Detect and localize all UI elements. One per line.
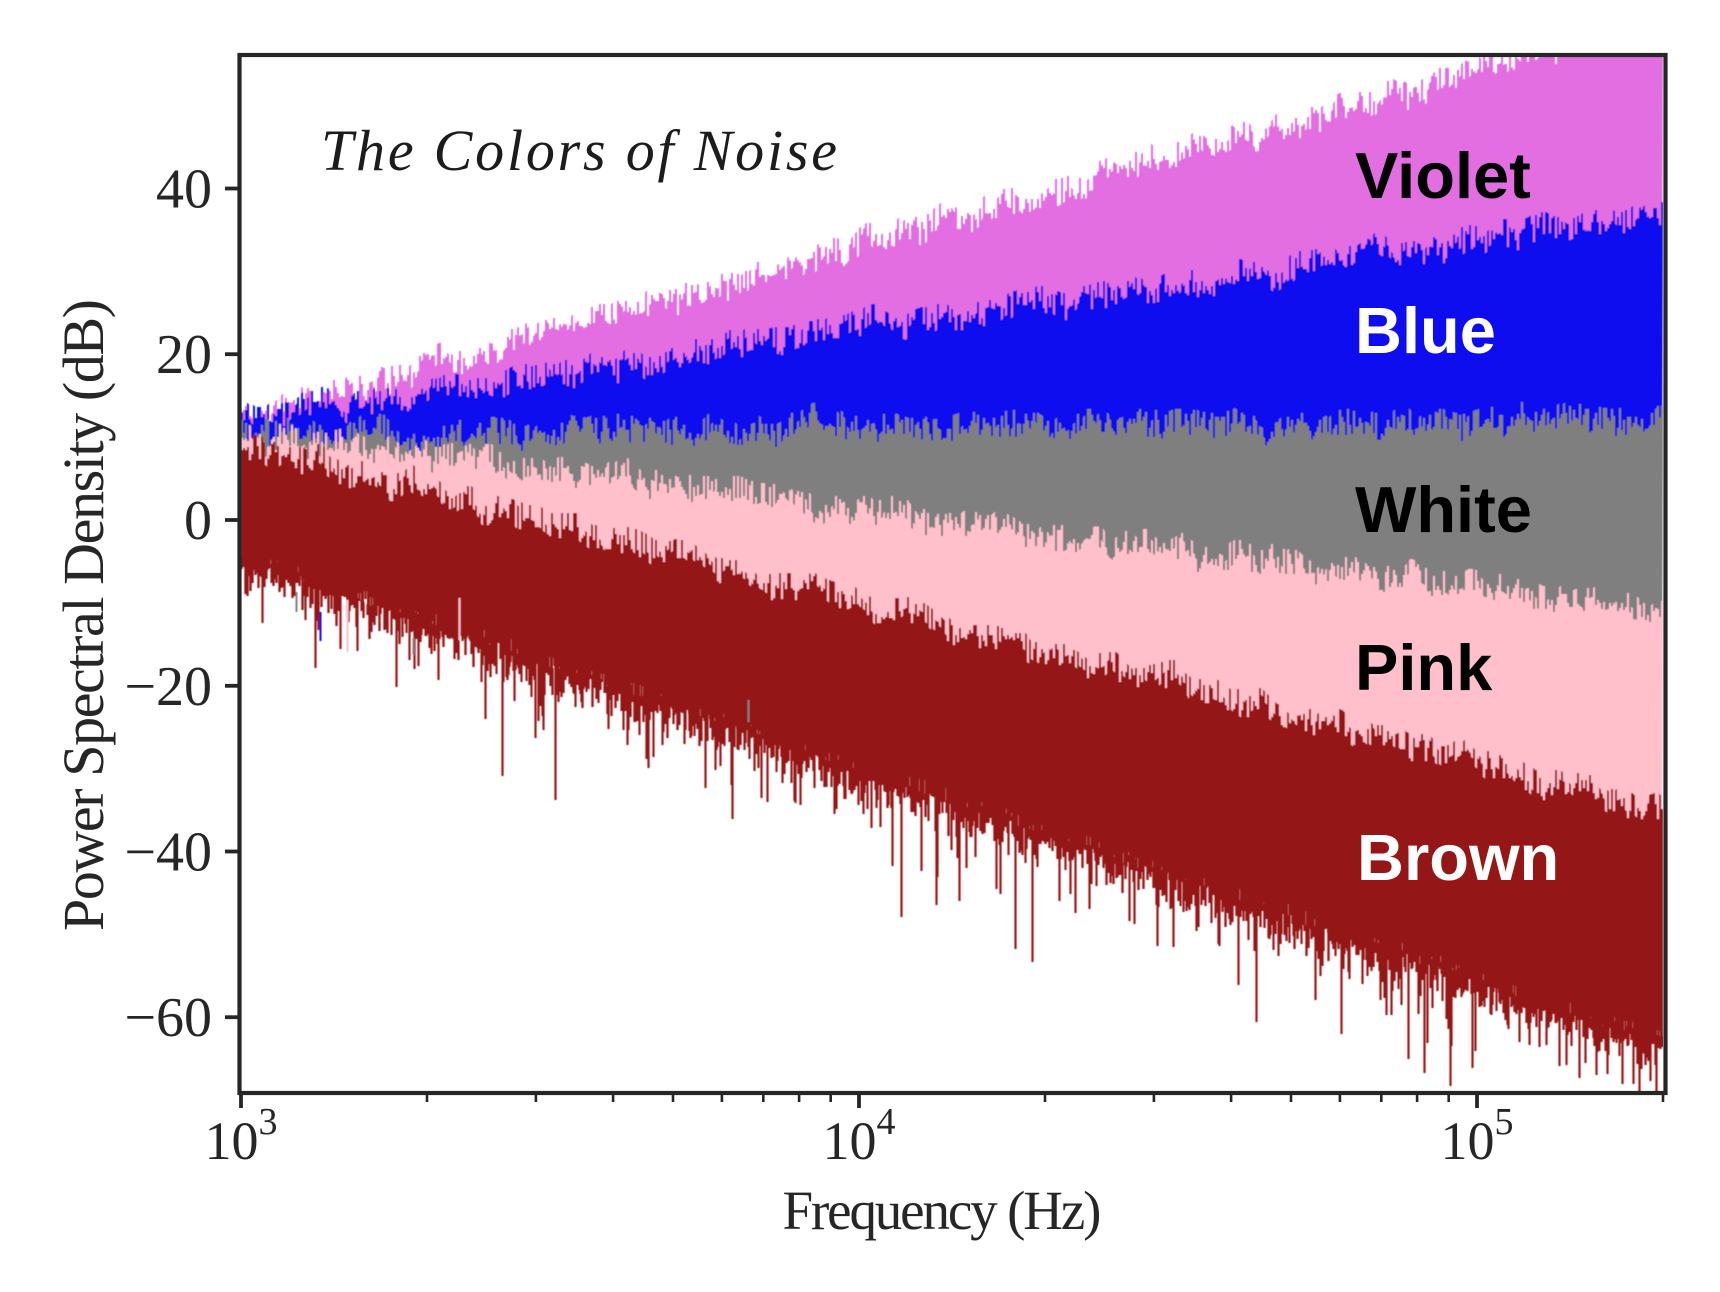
svg-text:0: 0 bbox=[184, 490, 212, 552]
svg-text:Power Spectral Density (dB): Power Spectral Density (dB) bbox=[51, 299, 116, 931]
svg-text:Pink: Pink bbox=[1355, 631, 1493, 704]
svg-text:Violet: Violet bbox=[1355, 139, 1531, 212]
svg-text:−60: −60 bbox=[124, 987, 212, 1049]
svg-text:Brown: Brown bbox=[1357, 821, 1559, 894]
svg-text:105: 105 bbox=[1441, 1101, 1514, 1171]
svg-text:−40: −40 bbox=[124, 822, 212, 884]
svg-text:20: 20 bbox=[156, 324, 212, 386]
svg-text:White: White bbox=[1355, 473, 1532, 546]
svg-text:The Colors of Noise: The Colors of Noise bbox=[321, 118, 837, 183]
svg-text:Blue: Blue bbox=[1355, 294, 1496, 367]
svg-text:Frequency (Hz): Frequency (Hz) bbox=[783, 1180, 1102, 1241]
svg-text:−20: −20 bbox=[124, 656, 212, 718]
svg-text:40: 40 bbox=[156, 159, 212, 221]
